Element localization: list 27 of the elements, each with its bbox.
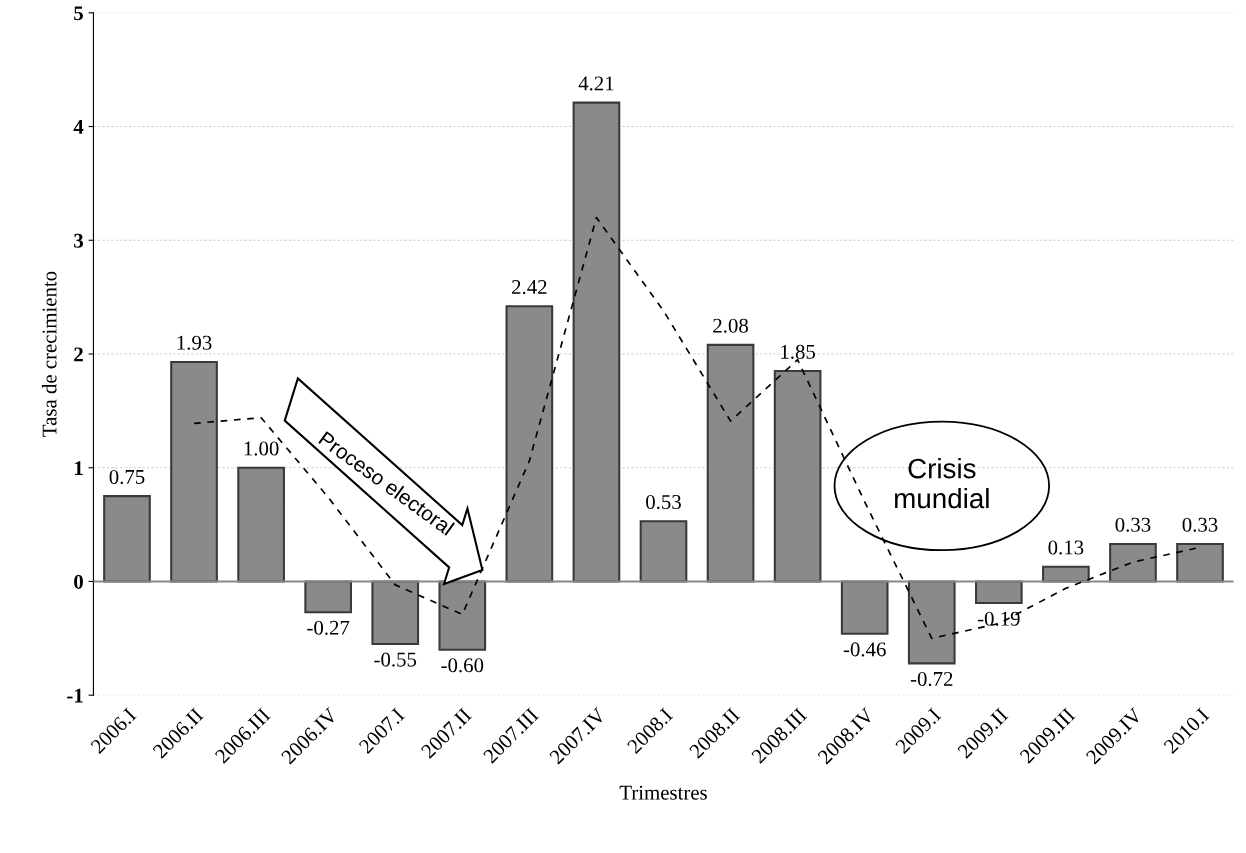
x-axis-title: Trimestres <box>619 785 707 800</box>
y-tick-label: 0 <box>74 574 83 589</box>
data-label: 1.85 <box>781 344 816 359</box>
data-label: 0.53 <box>646 494 681 510</box>
data-label: 1.93 <box>177 335 212 350</box>
y-tick-label: 3 <box>74 233 84 248</box>
data-label: -0.46 <box>843 642 886 657</box>
data-label: 1.00 <box>244 441 279 456</box>
y-tick-label: 2 <box>74 347 83 362</box>
y-axis-title: Tasa de crecimiento <box>41 271 57 437</box>
data-label: -0.19 <box>977 611 1020 626</box>
data-label: 0.33 <box>1115 517 1151 532</box>
data-label: 2.42 <box>512 280 547 295</box>
data-label: -0.55 <box>374 652 417 667</box>
y-tick-label: 5 <box>74 6 83 21</box>
data-label: -0.72 <box>910 671 953 687</box>
data-label: 0.75 <box>109 469 145 485</box>
data-label: -0.60 <box>441 658 484 673</box>
data-label: 0.33 <box>1182 517 1218 532</box>
data-label: 2.08 <box>713 318 748 333</box>
data-label: 0.13 <box>1048 540 1084 555</box>
annotation: Crisis mundial <box>895 458 989 509</box>
data-label: 4.21 <box>578 76 614 91</box>
data-label: -0.27 <box>307 620 350 635</box>
y-tick-label: 1 <box>74 461 83 475</box>
y-tick-label: -1 <box>67 688 83 703</box>
y-tick-label: 4 <box>73 120 84 134</box>
